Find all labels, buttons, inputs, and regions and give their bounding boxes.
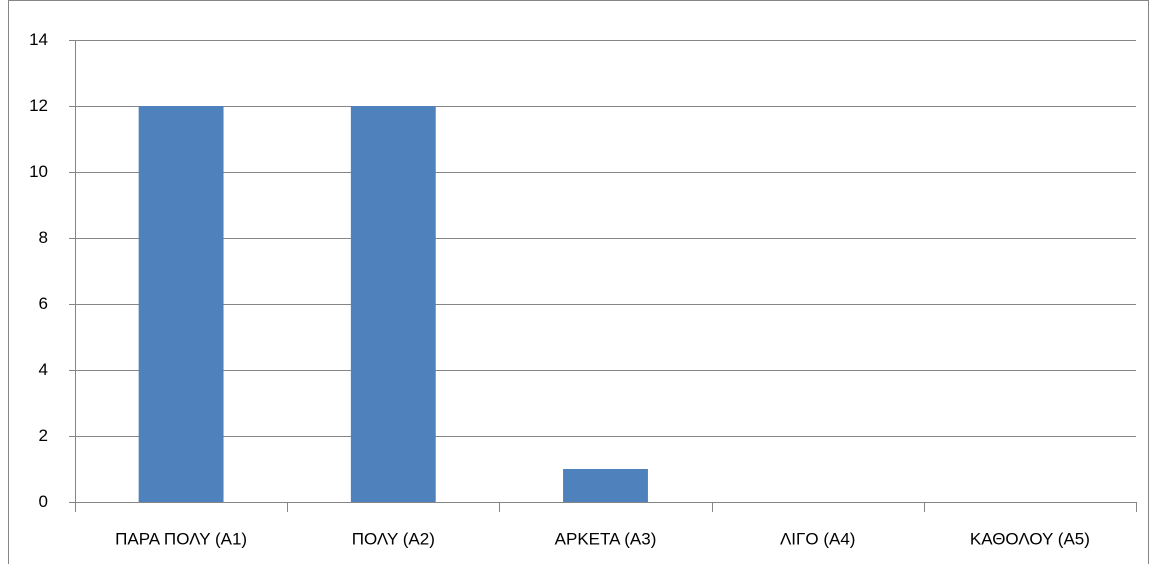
bar	[350, 106, 436, 502]
x-tick-label: ΛΙΓΟ (Α4)	[780, 529, 856, 548]
chart-frame	[8, 0, 1149, 564]
y-tick-label: 8	[39, 228, 48, 247]
x-tick-label: ΠΟΛΥ (Α2)	[352, 529, 435, 548]
y-tick-label: 14	[29, 30, 48, 49]
x-tick-label: ΑΡΚΕΤΑ (Α3)	[555, 529, 657, 548]
bar	[563, 469, 648, 502]
y-tick-label: 12	[29, 96, 48, 115]
y-tick-label: 4	[39, 360, 48, 379]
y-tick-label: 10	[29, 162, 48, 181]
y-tick-label: 2	[39, 426, 48, 445]
bar	[138, 106, 224, 502]
x-tick-label: ΠΑΡΑ ΠΟΛΥ (Α1)	[115, 529, 247, 548]
y-tick-label: 0	[39, 492, 48, 511]
x-tick-label: ΚΑΘΟΛΟΥ (Α5)	[970, 529, 1090, 548]
y-tick-label: 6	[39, 294, 48, 313]
